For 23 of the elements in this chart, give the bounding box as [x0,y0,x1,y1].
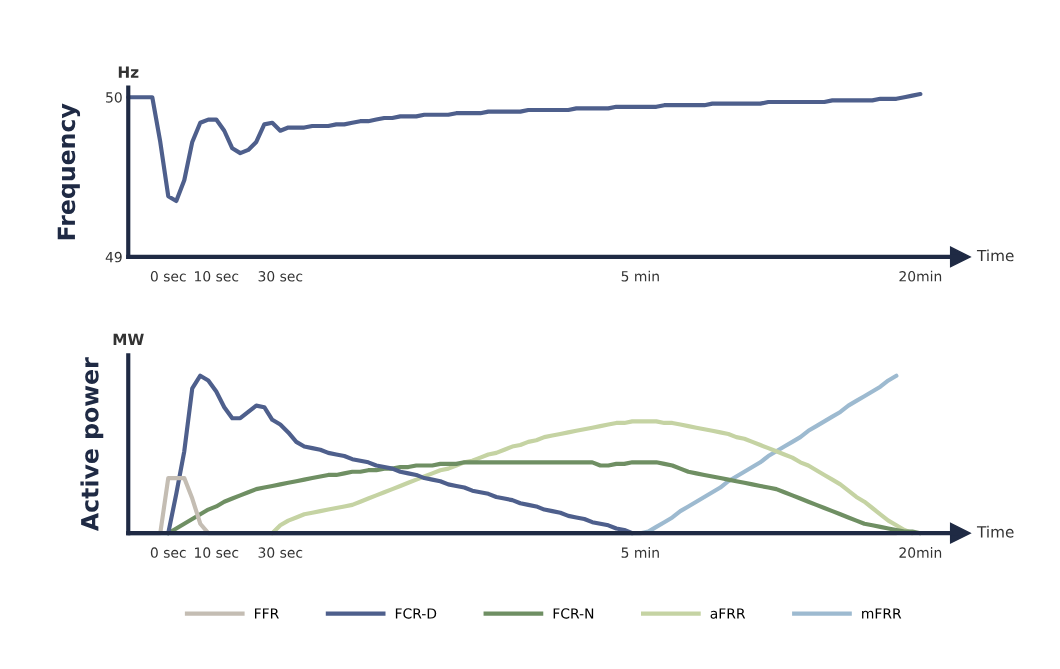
y-axis-title: Active power [80,357,104,532]
x-tick-label: 20min [899,270,942,282]
y-tick-label: 50 [106,92,122,103]
legend-label: FCR-N [553,608,594,619]
x-tick-label: 30 sec [258,547,303,558]
text: Hz [118,66,139,78]
x-tick-label: 20min [899,547,942,558]
x-tick-label: 5 min [621,270,659,282]
y-axis-title: Frequency [57,103,81,240]
text: MW [113,333,144,345]
x-tick-label: 0 sec [150,547,186,558]
legend-label: FCR-D [395,608,437,619]
x-axis-title: Time [976,249,1014,262]
x-axis-title: Time [976,525,1014,538]
legend-label: mFRR [862,608,902,619]
x-tick-label: 10 sec [195,547,239,558]
x-tick-label: 5 min [621,547,659,558]
x-tick-label: 0 sec [150,271,186,282]
x-tick-label: 10 sec [195,271,239,282]
legend-label: FFR [254,608,279,619]
y-tick-label: 49 [105,251,122,263]
x-tick-label: 30 sec [258,271,303,282]
legend-label: aFRR [710,608,746,619]
